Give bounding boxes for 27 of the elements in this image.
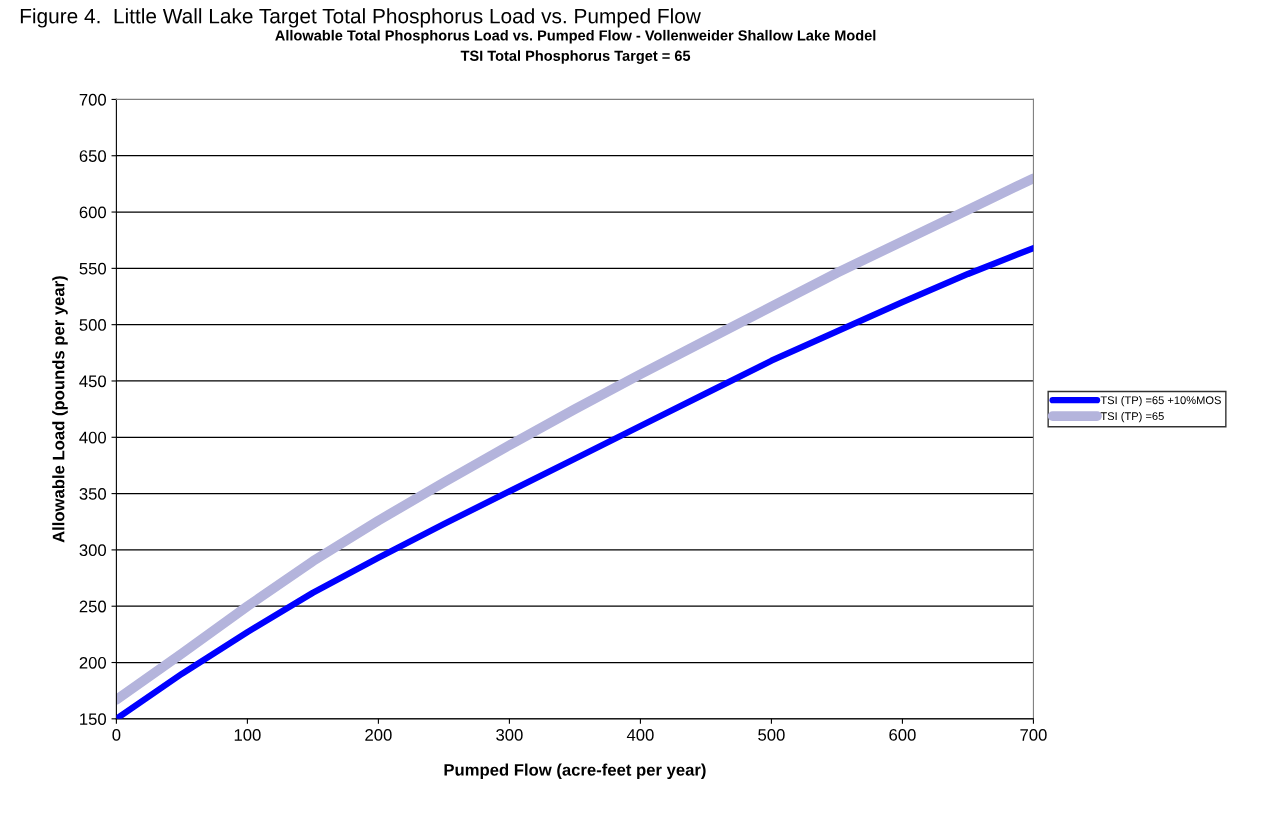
x-tick-label: 200 — [365, 728, 392, 741]
chart-title: Allowable Total Phosphorus Load vs. Pumped Flow - Vollenweider Shallow Lake Model — [275, 29, 876, 44]
y-tick-label: 450 — [79, 375, 107, 388]
x-tick-label: 600 — [889, 728, 916, 741]
y-tick-label: 500 — [79, 319, 107, 331]
y-tick-label: 700 — [79, 93, 107, 106]
y-axis-title: Allowable Load (pounds per year) — [52, 276, 68, 543]
chart-subtitle: TSI Total Phosphorus Target = 65 — [460, 50, 691, 64]
x-tick-label: 400 — [626, 728, 654, 741]
caption: Figure 4. Little Wall Lake Target Total Phosphorus Load vs. Pumped Flow — [20, 8, 701, 28]
y-tick-label: 200 — [79, 656, 107, 669]
y-tick-label: 650 — [79, 150, 107, 162]
x-tick-label: 500 — [758, 728, 785, 741]
y-tick-label: 150 — [80, 713, 107, 726]
x-tick-label: 100 — [234, 728, 261, 741]
y-tick-label: 250 — [79, 600, 107, 613]
x-axis-title: Pumped Flow (acre-feet per year) — [444, 763, 706, 780]
y-tick-label: 550 — [79, 262, 107, 275]
y-tick-label: 600 — [79, 206, 107, 219]
x-tick-label: 700 — [1020, 728, 1047, 741]
legend-label: TSI (TP) =65 — [1100, 411, 1164, 423]
y-tick-label: 400 — [79, 431, 107, 444]
legend-label: TSI (TP) =65 +10%MOS — [1100, 395, 1221, 407]
y-tick-label: 350 — [79, 487, 107, 500]
x-tick-label: 300 — [496, 728, 523, 741]
x-tick-label: 0 — [112, 728, 121, 741]
y-tick-label: 300 — [79, 544, 107, 557]
